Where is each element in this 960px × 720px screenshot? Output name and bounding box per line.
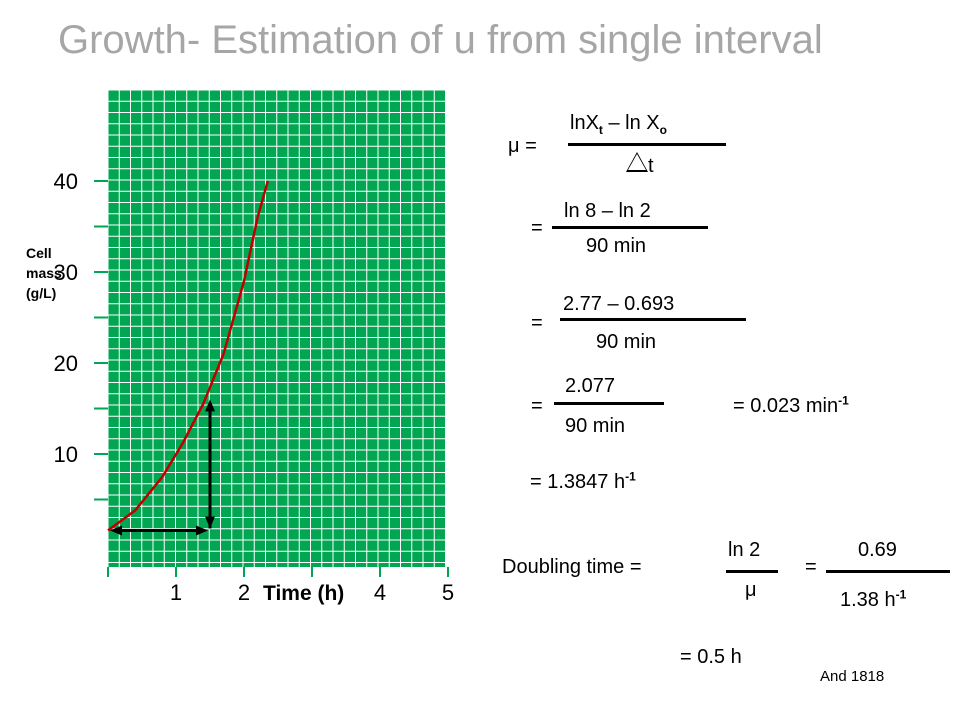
line3-denominator: 90 min xyxy=(596,331,657,353)
growth-curve-line xyxy=(107,180,270,532)
horizontal-arrow-head-right xyxy=(196,525,208,536)
delta-t-text: t xyxy=(648,155,654,177)
lnxt-text: lnX xyxy=(570,112,599,134)
chart-axis-ticks xyxy=(94,180,449,577)
fraction-bar-3 xyxy=(560,318,746,321)
vertical-arrow-head-down xyxy=(205,516,215,529)
doubling-denominator: μ xyxy=(745,579,757,601)
result-h-sup: -1 xyxy=(625,469,636,484)
mu-denominator: t xyxy=(626,152,654,176)
eq-sign-4: = xyxy=(531,395,543,417)
x-tick-label: 1 xyxy=(170,580,182,605)
line3-numerator: 2.77 – 0.693 xyxy=(563,293,675,315)
result-min-text: = 0.023 min xyxy=(733,395,839,417)
y-axis-label-line: (g/L) xyxy=(26,285,56,301)
x-tick-label: 4 xyxy=(374,580,386,605)
delta-icon xyxy=(626,152,648,172)
x-tick-label: 2 xyxy=(238,580,250,605)
growth-chart: 10 20 30 40 1 2 4 5 Time (h) Cell mass (g/L) xyxy=(26,89,454,605)
vertical-arrow-head-up xyxy=(205,399,215,412)
slide-title: Growth- Estimation of u from single inte… xyxy=(58,18,823,62)
fraction-bar-4 xyxy=(554,402,664,405)
doubling-denominator-2: 1.38 h-1 xyxy=(840,587,907,611)
line4-denominator: 90 min xyxy=(565,415,626,437)
fraction-bar-5 xyxy=(726,570,778,573)
y-tick-label: 30 xyxy=(54,260,78,285)
doubling-time-label: Doubling time = xyxy=(502,556,642,578)
line2-numerator: ln 8 – ln 2 xyxy=(564,200,651,222)
chart-series xyxy=(107,180,270,532)
y-tick-label: 40 xyxy=(54,169,78,194)
eq-sign-3: = xyxy=(531,312,543,334)
doubling-numerator: ln 2 xyxy=(728,539,761,561)
y-axis-label-line: Cell xyxy=(26,245,52,261)
dt-den2-text: 1.38 h xyxy=(840,589,896,611)
y-axis-label: Cell mass (g/L) xyxy=(26,245,62,301)
fraction-bar-6 xyxy=(826,570,950,573)
chart-labels: 10 20 30 40 1 2 4 5 Time (h) Cell mass (g/L) xyxy=(26,169,454,605)
y-tick-label: 10 xyxy=(54,442,78,467)
y-axis-label-line: mass xyxy=(26,265,62,281)
horizontal-arrow-head-left xyxy=(110,525,122,536)
y-tick-label: 20 xyxy=(54,351,78,376)
mu-label: μ = xyxy=(508,135,537,157)
chart-grid xyxy=(107,89,445,567)
fraction-bar-1 xyxy=(568,143,726,146)
credit: And 1818 xyxy=(820,668,885,685)
eq-sign-2: = xyxy=(531,217,543,239)
x-axis-label: Time (h) xyxy=(263,582,344,605)
eq-sign-5: = xyxy=(805,556,817,578)
line2-denominator: 90 min xyxy=(586,235,647,257)
result-hour: = 1.3847 h-1 xyxy=(530,469,636,493)
line4-numerator: 2.077 xyxy=(565,375,616,397)
sub-o: o xyxy=(659,123,667,137)
fraction-bar-2 xyxy=(552,226,708,229)
final-result: = 0.5 h xyxy=(680,646,742,668)
result-min-sup: -1 xyxy=(838,393,849,408)
sub-t: t xyxy=(598,123,603,137)
minus-ln-text: – ln X xyxy=(602,112,660,134)
dt-den2-sup: -1 xyxy=(895,587,907,602)
x-tick-label: 5 xyxy=(442,580,454,605)
result-min: = 0.023 min-1 xyxy=(733,393,849,417)
doubling-numerator-2: 0.69 xyxy=(858,539,897,561)
result-h-text: = 1.3847 h xyxy=(530,471,626,493)
mu-numerator: lnXt – ln Xo xyxy=(570,112,667,136)
chart-annotations xyxy=(110,399,215,536)
